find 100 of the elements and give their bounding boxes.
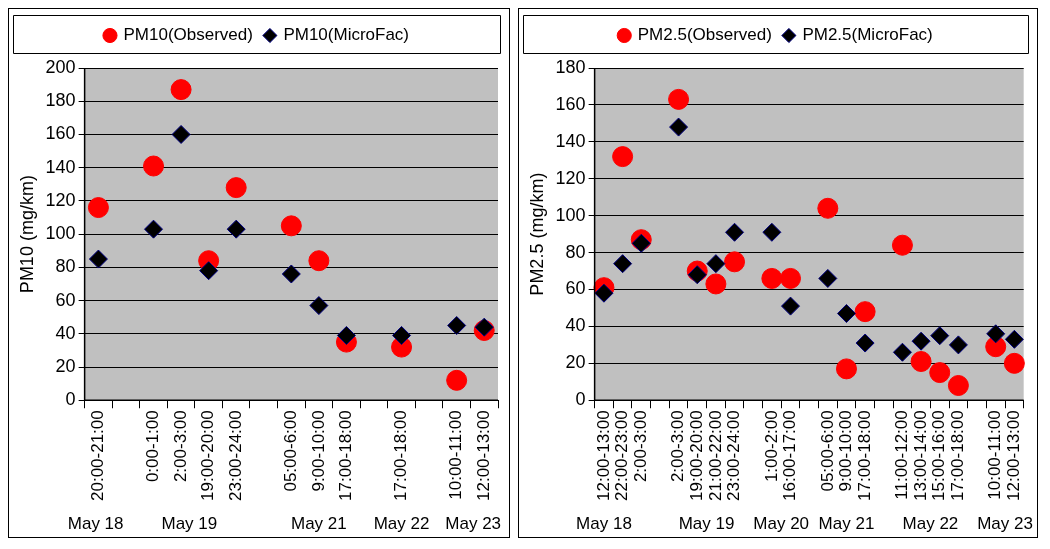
x-tick-label: 2:00-3:00 (630, 410, 650, 483)
point (446, 369, 468, 391)
x-tick-label: 16:00-17:00 (780, 410, 800, 502)
point (309, 296, 329, 316)
point (761, 267, 783, 289)
point (392, 325, 412, 345)
point (835, 358, 857, 380)
x-tick-label: 1:00-2:00 (761, 410, 781, 483)
text: May 21 (818, 514, 875, 534)
point (780, 267, 802, 289)
point (447, 316, 467, 335)
text: May 18 (576, 514, 632, 534)
x-tick-label: 19:00-20:00 (198, 410, 218, 502)
y-tick-label: 20 (55, 356, 76, 376)
point (854, 301, 876, 323)
text: May 21 (291, 514, 347, 534)
x-tick-label: 19:00-20:00 (686, 410, 706, 502)
point (669, 117, 689, 137)
point (817, 197, 839, 219)
y-tick-label: 120 (555, 167, 586, 188)
point (836, 304, 856, 323)
x-tick-label: 17:00-18:00 (391, 410, 411, 502)
x-tick-label: 17:00-18:00 (948, 410, 968, 502)
y-tick-label: 100 (45, 223, 76, 244)
point (281, 264, 301, 284)
y-axis-title: PM2.5 (mg/km) (526, 172, 547, 296)
point (930, 326, 950, 346)
legend-label: PM2.5(MicroFac) (802, 25, 933, 45)
x-tick-label: 9:00-10:00 (836, 410, 856, 492)
point (1003, 352, 1025, 374)
text: May 19 (161, 514, 218, 534)
y-tick-label: 140 (555, 130, 586, 151)
point (170, 79, 192, 101)
x-tick-label: 20:00-21:00 (88, 410, 108, 502)
x-tick-label: 22:00-23:00 (612, 410, 632, 502)
x-tick-label: 0:00-1:00 (143, 410, 163, 483)
legend-label: PM10(MicroFac) (283, 25, 410, 45)
y-tick-label: 20 (565, 352, 586, 373)
y-tick-label: 140 (45, 156, 76, 177)
x-tick-label: 12:00-13:00 (1004, 410, 1024, 502)
point (225, 177, 247, 199)
text: May 19 (678, 514, 735, 534)
point (308, 250, 330, 272)
point (1004, 329, 1024, 349)
point (891, 234, 913, 256)
text: May 23 (977, 514, 1033, 534)
x-tick-label: 21:00-22:00 (705, 410, 725, 502)
legend-label: PM10(Observed) (123, 25, 253, 45)
x-tick-label: 15:00-16:00 (929, 410, 949, 502)
point (143, 155, 165, 177)
x-tick-label: 05:00-6:00 (817, 410, 837, 492)
y-tick-label: 120 (45, 189, 76, 210)
x-tick-label: 2:00-3:00 (668, 410, 688, 483)
point (986, 324, 1006, 344)
point (280, 215, 302, 237)
point (594, 283, 614, 303)
y-tick-label: 100 (555, 204, 586, 225)
y-tick-label: 80 (565, 241, 586, 262)
y-axis-title: PM10 (mg/km) (16, 175, 37, 294)
y-tick-label: 0 (65, 389, 76, 410)
x-tick-label: 11:00-12:00 (892, 410, 912, 500)
x-tick-label: 05:00-6:00 (281, 410, 300, 492)
y-tick-label: 200 (45, 56, 76, 77)
x-tick-label: 17:00-18:00 (854, 410, 874, 502)
y-tick-label: 180 (45, 90, 76, 111)
point (762, 222, 782, 242)
point (612, 146, 634, 168)
x-tick-label: 23:00-24:00 (724, 410, 744, 502)
point (171, 124, 191, 144)
x-tick-label: 2:00-3:00 (170, 410, 190, 483)
text: May 22 (373, 514, 430, 534)
point (929, 362, 951, 384)
point (911, 331, 931, 351)
point (855, 333, 875, 353)
x-tick-label: 13:00-14:00 (910, 410, 930, 502)
point (613, 254, 633, 274)
legend-label: PM2.5(Observed) (637, 25, 772, 45)
text: May 22 (902, 514, 959, 534)
point (668, 88, 690, 110)
y-tick-label: 180 (555, 56, 586, 77)
point (226, 219, 246, 239)
point (892, 342, 912, 362)
point (336, 325, 356, 345)
x-tick-label: 9:00-10:00 (308, 410, 328, 492)
y-tick-label: 40 (565, 315, 586, 336)
point (144, 219, 164, 239)
point (88, 249, 108, 269)
point (818, 268, 838, 288)
x-tick-label: 10:00-11:00 (985, 410, 1005, 500)
point (687, 265, 707, 285)
text: May 18 (67, 514, 124, 534)
point (947, 374, 969, 396)
y-tick-label: 80 (55, 256, 76, 277)
point (706, 254, 726, 274)
point (948, 335, 968, 355)
point (705, 273, 727, 295)
y-tick-label: 60 (565, 278, 586, 299)
x-tick-label: 12:00-13:00 (593, 410, 613, 502)
y-tick-label: 40 (55, 322, 76, 343)
point (87, 197, 109, 219)
